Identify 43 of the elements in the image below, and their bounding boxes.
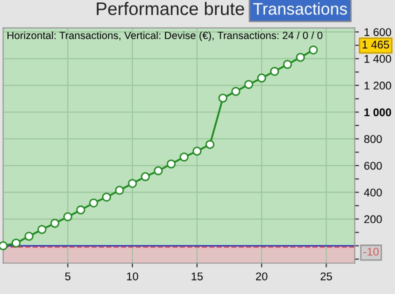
annotation: Horizontal: Transactions, Vertical: Devise (€), Transactions: 24 / 0 / 0: [8, 31, 322, 42]
chart-title: Performance brute: [96, 2, 244, 16]
point: [128, 178, 137, 188]
point: [24, 232, 34, 241]
point: [257, 74, 266, 83]
text: 1 465: [362, 40, 390, 49]
point: [282, 60, 292, 69]
point: [218, 94, 228, 103]
point: [63, 212, 72, 222]
x-tick-label: 25: [320, 272, 332, 280]
x-tick-label: 5: [65, 272, 70, 280]
y-tick-label: 400: [364, 188, 382, 196]
x-tick-label: 10: [127, 272, 138, 280]
point: [180, 152, 189, 162]
point: [166, 159, 176, 168]
y-tick-label: 200: [364, 215, 382, 224]
point: [89, 198, 98, 208]
point: [244, 80, 254, 89]
point: [270, 66, 280, 76]
y-tick-label: 600: [364, 162, 382, 170]
point: [205, 140, 214, 149]
y-tick-label: 1 000: [364, 108, 392, 116]
y-tick-label: 1 400: [364, 54, 392, 63]
point: [50, 218, 60, 228]
point: [102, 192, 112, 202]
point: [231, 86, 240, 96]
point: [37, 224, 46, 234]
point: [192, 146, 202, 156]
point: [296, 52, 305, 62]
point: [140, 172, 150, 182]
point: [308, 45, 318, 54]
point: [12, 238, 21, 248]
x-tick-label: 20: [256, 272, 268, 280]
point: [154, 166, 163, 176]
ref-line-label: -10: [364, 248, 379, 256]
y-tick-label: 1 600: [364, 28, 392, 36]
y-tick-label: 1 200: [364, 82, 392, 90]
point: [0, 241, 8, 250]
y-tick-label: 800: [364, 135, 382, 143]
x-tick-label: 15: [192, 272, 203, 280]
point: [114, 186, 124, 195]
chart-subtitle: Transactions: [253, 2, 347, 15]
point: [76, 205, 86, 214]
